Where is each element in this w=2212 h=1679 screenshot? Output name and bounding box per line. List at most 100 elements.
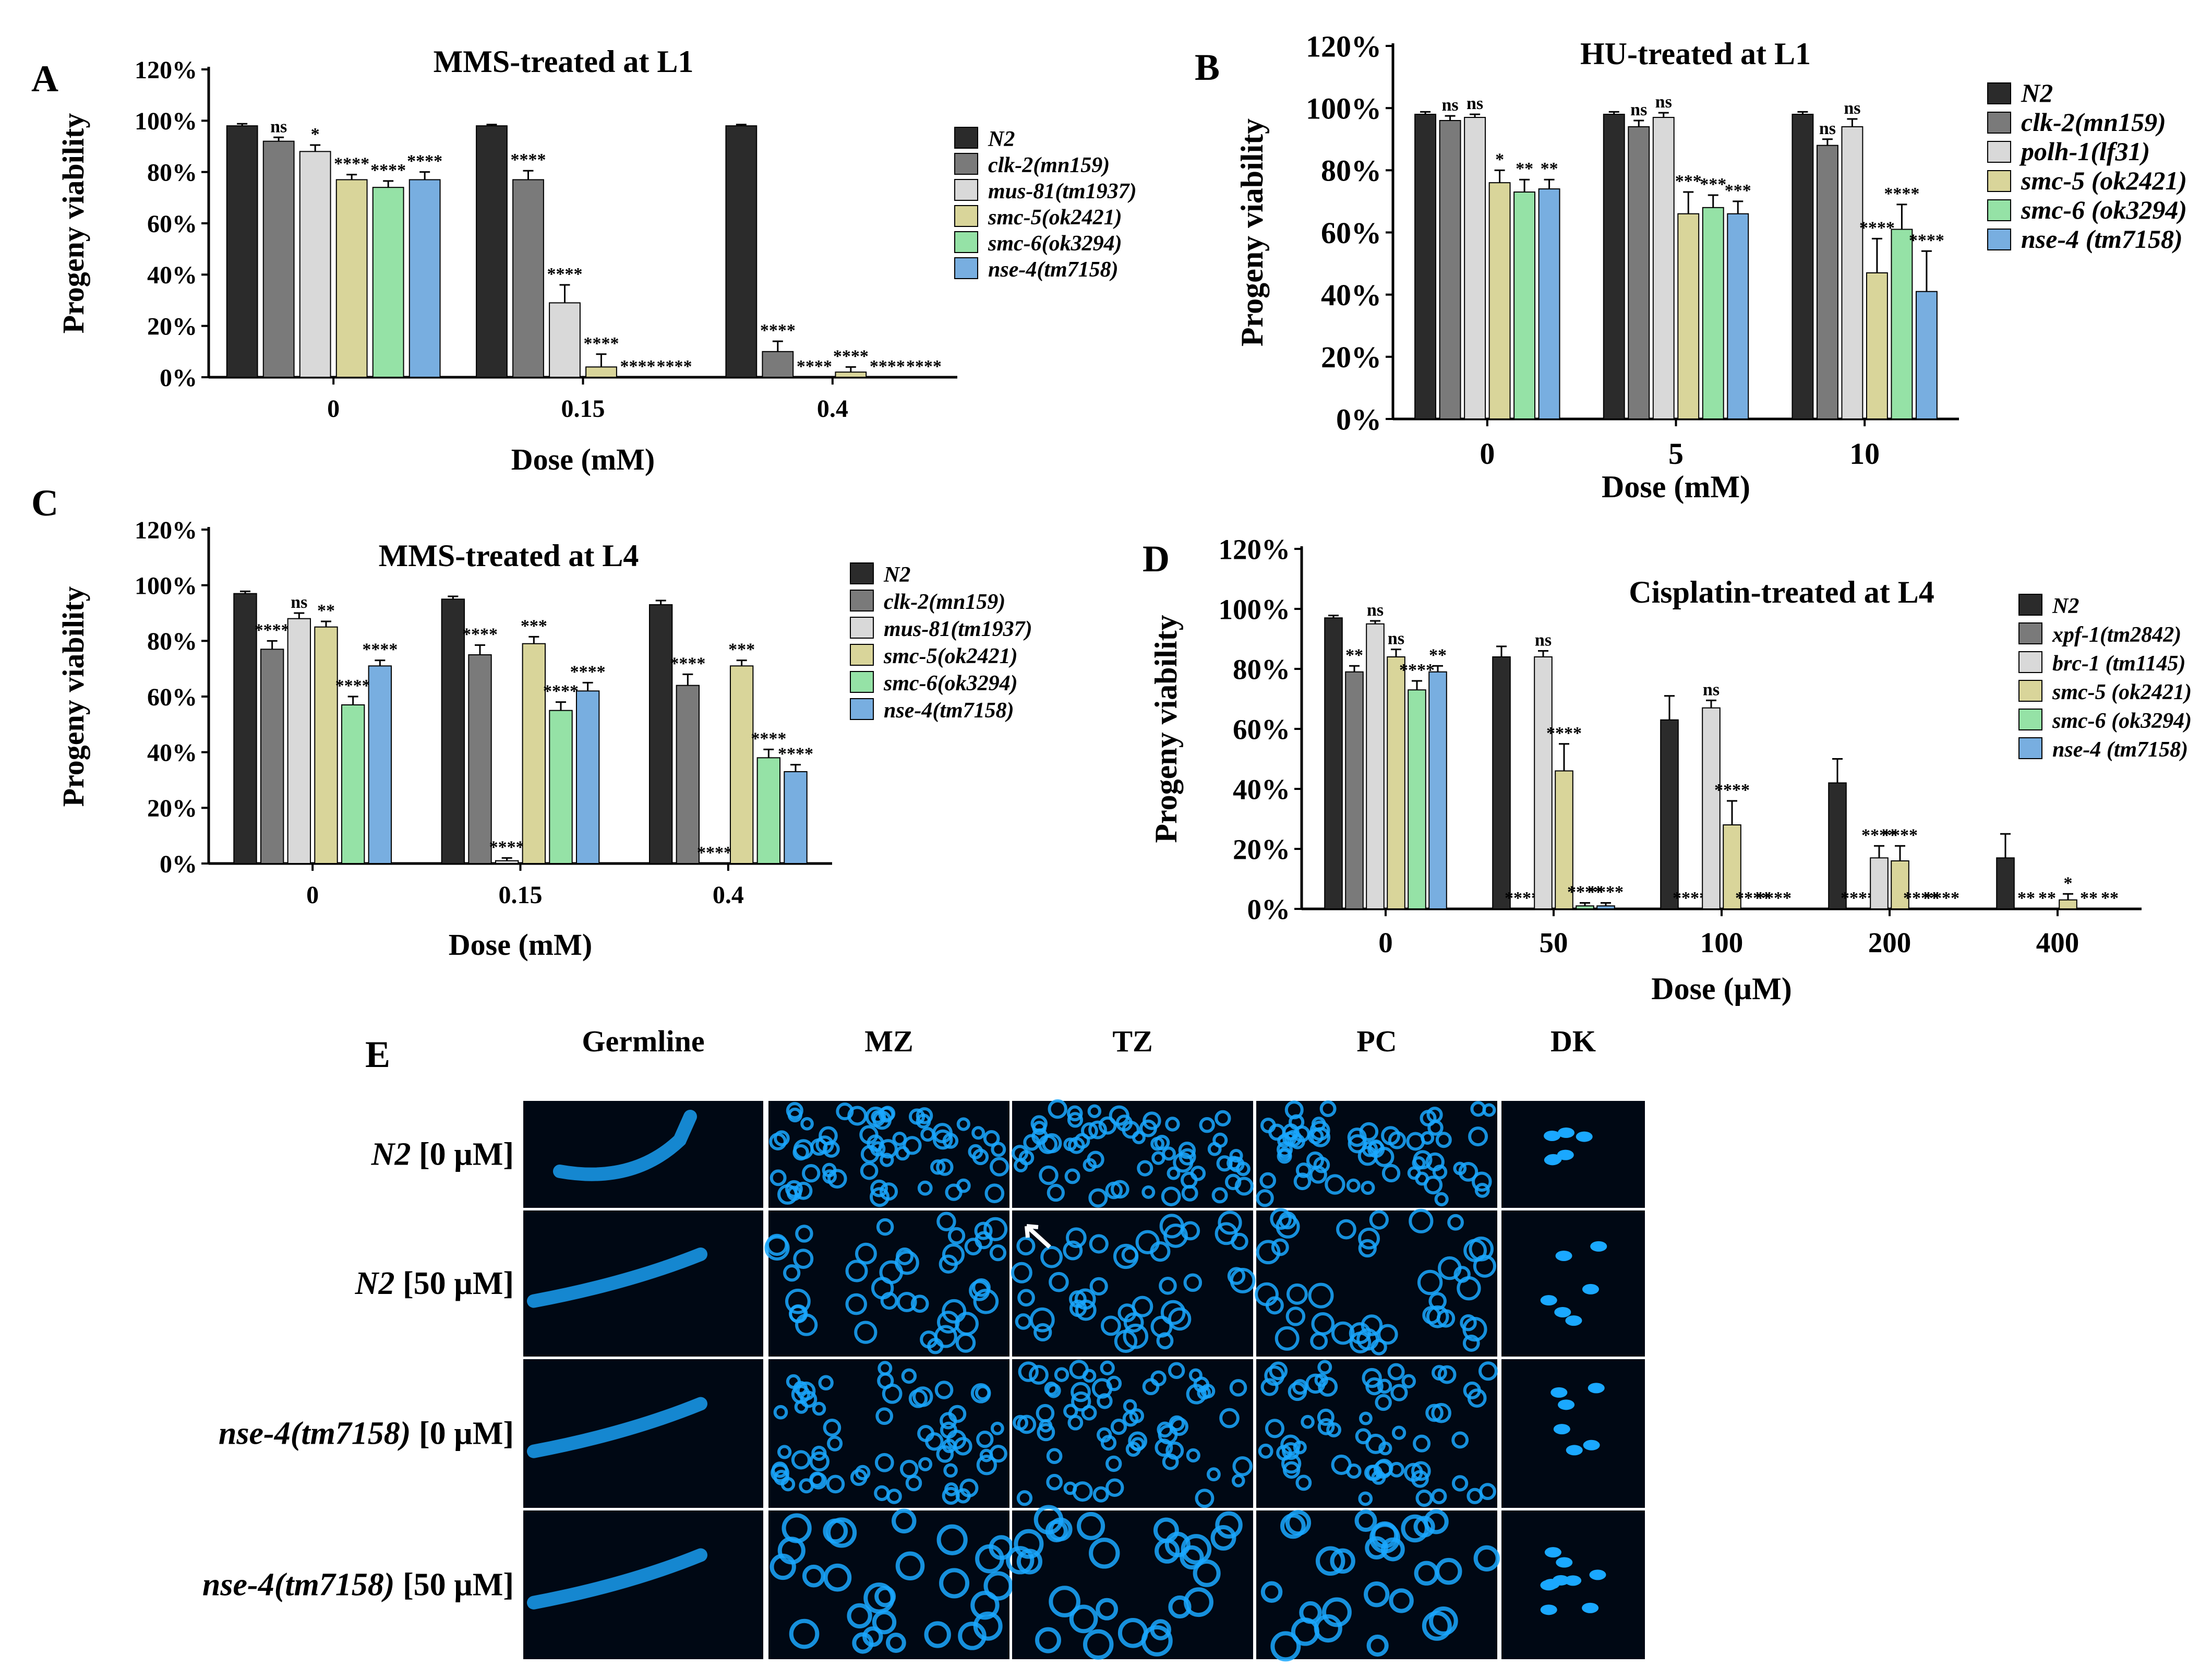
nucleus [905,1474,922,1492]
x-tick-label: 10 [1849,437,1880,471]
nucleus [791,1450,811,1470]
nucleus [771,1464,790,1482]
nucleus [1083,1629,1114,1660]
nucleus [1457,1276,1481,1301]
legend-label: smc-6 (ok3294) [2021,195,2187,224]
bar-smc-5-ok2421- [1555,770,1573,909]
nucleus [1190,1166,1206,1181]
nucleus [1150,1370,1167,1387]
significance-label: **** [1882,825,1918,845]
nucleus [1435,1132,1452,1148]
nucleus [1039,1165,1059,1185]
significance-label: **** [1924,889,1959,908]
nucleus [795,1225,813,1243]
significance-label: ** [1516,159,1533,178]
x-tick-label: 0 [1480,437,1495,471]
nucleus [1310,1332,1328,1350]
nucleus [917,1180,933,1196]
bivalent [1544,1130,1561,1141]
significance-label: ** [2080,889,2098,908]
nucleus [936,1524,968,1555]
chart-panel-d: D Cisplatin-treated at L4 0% 20% 40% 60% 80% 10… [1143,533,2192,1006]
nucleus [1227,1267,1246,1285]
nucleus [786,1185,802,1201]
nucleus [989,1244,1007,1262]
nucleus [1096,1598,1119,1621]
nucleus [1425,1404,1444,1422]
nucleus [1314,1373,1328,1387]
bar-clk-2-mn159- [762,351,794,378]
nucleus [1178,1142,1196,1159]
nucleus [1231,1474,1245,1488]
column-header: TZ [1112,1024,1152,1058]
nucleus [1409,1208,1434,1233]
bivalent [1556,1557,1573,1568]
nucleus [934,1381,954,1399]
significance-label: *** [1675,172,1702,191]
nucleus [908,1108,925,1125]
significance-label: ns [1844,99,1860,118]
y-axis-label: Progeny viability [56,586,90,807]
nucleus [874,1453,894,1472]
nucleus [1306,1151,1325,1170]
significance-label: **** [370,161,406,180]
nucleus [1157,1421,1173,1438]
legend-swatch [1987,229,2011,250]
chart-title: MMS-treated at L4 [379,538,639,573]
x-tick-label: 0 [306,881,319,909]
bar-n2 [1492,656,1511,909]
nucleus [1168,1307,1192,1331]
bar-mus-81-tm1937- [549,302,581,378]
nucleus [1100,1315,1121,1336]
significance-label: **** [1909,231,1944,250]
nucleus [1199,1117,1215,1133]
nucleus [1167,1166,1181,1180]
significance-label: ** [1541,159,1558,178]
nucleus [1458,1162,1478,1182]
bar-polh-1-lf31- [1464,117,1486,419]
nucleus [1016,1490,1033,1506]
y-tick-label: 80% [147,628,197,655]
bivalent [1590,1241,1607,1252]
nucleus [1154,1134,1170,1150]
significance-label: **** [511,150,546,170]
significance-label: **** [670,654,705,673]
x-axis-label: Dose (mM) [449,928,592,962]
nucleus [1159,1214,1184,1239]
nucleus [1259,1172,1277,1189]
bivalent [1576,1131,1593,1142]
nucleus [1195,1489,1215,1508]
legend-label: clk-2(mn159) [884,590,1005,614]
significance-label: **** [1567,883,1603,902]
nucleus [1478,1361,1498,1381]
nucleus [1315,1546,1345,1576]
nucleus [956,1117,970,1131]
nucleus [939,1254,958,1274]
nucleus [1230,1268,1256,1293]
nucleus [1404,1462,1423,1482]
nucleus [1087,1104,1102,1119]
nucleus [1293,1172,1312,1191]
nucleus [845,1260,868,1282]
nucleus [1364,1581,1390,1608]
nucleus [1336,1219,1356,1240]
nucleus [880,1153,894,1167]
germline-streak [527,1397,707,1458]
significance-label: **** [1903,889,1939,908]
nucleus [1358,1227,1380,1250]
x-axis-label: Dose (µM) [1651,972,1792,1006]
legend-swatch [2018,709,2042,730]
y-tick-label: 0% [160,850,197,878]
nucleus [789,1304,808,1323]
x-axis-label: Dose (mM) [511,442,655,476]
nucleus [1063,1240,1083,1261]
nucleus [1346,1178,1361,1193]
legend-label: nse-4 (tm7158) [2021,224,2183,254]
nucleus [1301,1414,1315,1429]
nucleus [1117,1303,1137,1323]
nucleus [1181,1534,1212,1565]
nucleus [770,1169,787,1186]
nucleus [947,1227,966,1245]
nucleus [918,1457,933,1471]
